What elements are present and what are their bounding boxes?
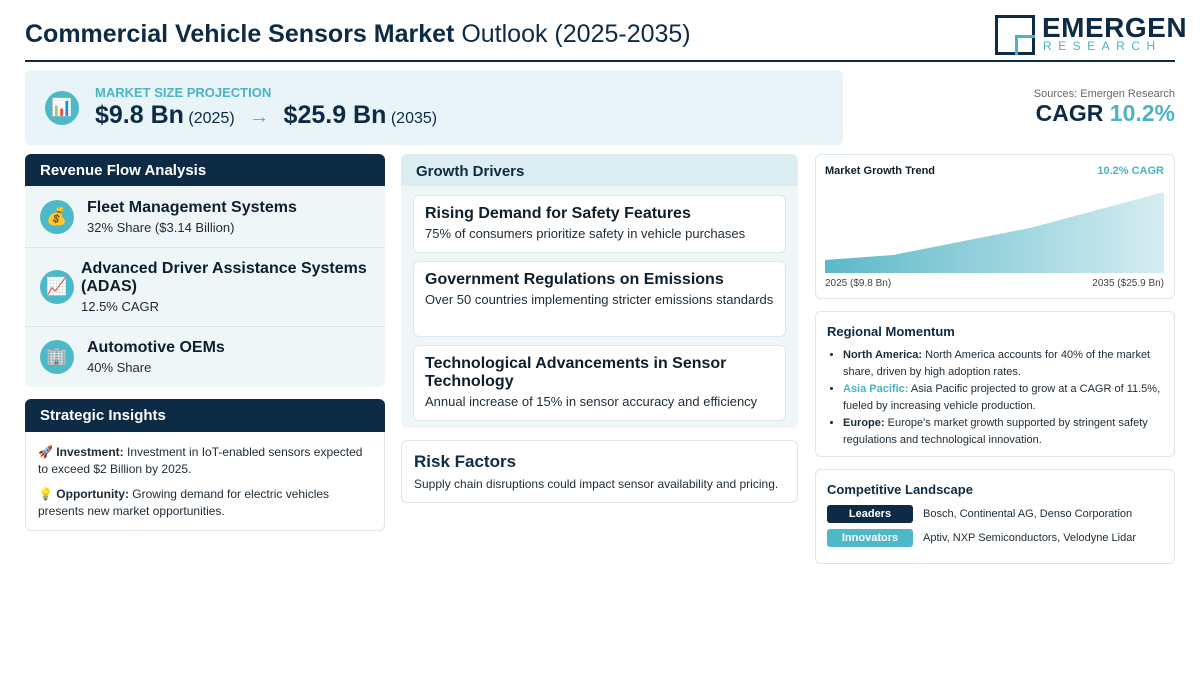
region-item: North America: North America accounts fo…	[843, 347, 1168, 381]
title-rest: Outlook (2025-2035)	[461, 20, 691, 48]
companies: Aptiv, NXP Semiconductors, Velodyne Lida…	[923, 532, 1136, 544]
trend-start: 2025 ($9.8 Bn)	[825, 278, 892, 289]
item-text: Advanced Driver Assistance Systems (ADAS…	[81, 260, 381, 314]
logo-accent	[1015, 35, 1035, 55]
cagr-value: 10.2%	[1109, 100, 1175, 126]
competitive-title: Competitive Landscape	[827, 482, 973, 497]
logo-name: EMERGEN	[1042, 12, 1188, 43]
item-icon: 💰	[40, 200, 74, 234]
revenue-item: 💰 Fleet Management Systems 32% Share ($3.…	[25, 186, 385, 248]
insight: 🚀 Investment: Investment in IoT-enabled …	[38, 444, 373, 478]
regional-panel: Regional Momentum North America: North A…	[815, 311, 1175, 457]
title-bold: Commercial Vehicle Sensors Market	[25, 20, 455, 48]
item-name: Automotive OEMs	[87, 339, 225, 356]
end-value: $25.9 Bn	[283, 101, 387, 129]
logo-mark	[995, 15, 1035, 55]
header-rule	[25, 60, 1175, 62]
region-item: Asia Pacific: Asia Pacific projected to …	[843, 381, 1168, 415]
arrow: →	[249, 106, 270, 128]
revenue-item: 📈 Advanced Driver Assistance Systems (AD…	[25, 248, 385, 327]
trend-title: Market Growth Trend	[825, 165, 936, 177]
region-text: North America accounts for 40% of the ma…	[843, 349, 1151, 378]
cagr-label: CAGR	[1035, 100, 1104, 126]
item-detail: 32% Share ($3.14 Billion)	[87, 220, 235, 235]
revenue-flow-panel: Revenue Flow Analysis 💰 Fleet Management…	[25, 154, 385, 387]
insight-icon: 💡	[38, 487, 53, 501]
driver-title: Technological Advancements in Sensor Tec…	[425, 355, 727, 390]
driver-text: 75% of consumers prioritize safety in ve…	[425, 226, 746, 241]
tag: Leaders	[827, 505, 913, 523]
regional-list: North America: North America accounts fo…	[828, 347, 1168, 449]
source: Sources: Emergen Research	[1033, 88, 1175, 100]
drivers-panel: Growth Drivers Rising Demand for Safety …	[401, 154, 798, 428]
competitive-row: Innovators Aptiv, NXP Semiconductors, Vel…	[827, 529, 1136, 547]
area-shape	[825, 192, 1164, 273]
companies: Bosch, Continental AG, Denso Corporation	[923, 508, 1133, 520]
drivers-title: Growth Drivers	[416, 163, 525, 180]
item-icon: 📈	[40, 270, 74, 304]
item-text: Automotive OEMs 40% Share	[87, 339, 225, 375]
start-value: $9.8 Bn	[95, 101, 184, 129]
risk-text: Supply chain disruptions could impact se…	[414, 477, 779, 491]
region-name: Asia Pacific:	[843, 383, 909, 395]
insight-text: Investment in IoT-enabled sensors expect…	[38, 445, 363, 476]
region-item: Europe: Europe's market growth supported…	[843, 415, 1168, 449]
regional-title: Regional Momentum	[827, 324, 955, 339]
driver-card: Technological Advancements in Sensor Tec…	[413, 345, 786, 421]
revenue-flow-title: Revenue Flow Analysis	[25, 154, 385, 186]
insights-title: Strategic Insights	[25, 399, 385, 432]
competitive-row: Leaders Bosch, Continental AG, Denso Corp…	[827, 505, 1132, 523]
item-text: Fleet Management Systems 32% Share ($3.14…	[87, 199, 297, 235]
item-name: Advanced Driver Assistance Systems (ADAS…	[81, 260, 367, 295]
item-detail: 40% Share	[87, 360, 152, 375]
item-icon: 🏢	[40, 340, 74, 374]
trend-panel: Market Growth Trend 10.2% CAGR 2025 ($9.…	[815, 154, 1175, 299]
insight-text: Growing demand for electric vehicles pre…	[38, 487, 330, 518]
item-name: Fleet Management Systems	[87, 199, 297, 216]
driver-text: Over 50 countries implementing stricter …	[425, 292, 774, 307]
page-title: Commercial Vehicle Sensors Market Outloo…	[25, 20, 691, 49]
region-name: Europe:	[843, 417, 885, 429]
trend-area	[825, 192, 1164, 273]
logo-sub: RESEARCH	[1043, 39, 1162, 53]
end-year: (2035)	[390, 110, 438, 127]
start-year: (2025)	[188, 110, 235, 127]
tag: Innovators	[827, 529, 913, 547]
driver-title: Rising Demand for Safety Features	[425, 205, 691, 222]
projection-values: $9.8 Bn (2025) → $25.9 Bn (2035)	[95, 101, 437, 130]
projection-icon: 📊	[45, 91, 79, 125]
insight-icon: 🚀	[38, 445, 53, 459]
revenue-item: 🏢 Automotive OEMs 40% Share	[25, 327, 385, 387]
trend-badge: 10.2% CAGR	[1097, 165, 1164, 177]
competitive-panel: Competitive Landscape Leaders Bosch, Cont…	[815, 469, 1175, 564]
insight: 💡 Opportunity: Growing demand for electr…	[38, 486, 373, 520]
driver-card: Rising Demand for Safety Features 75% of …	[413, 195, 786, 253]
projection-box: 📊 MARKET SIZE PROJECTION $9.8 Bn (2025) …	[25, 70, 843, 145]
item-detail: 12.5% CAGR	[81, 299, 160, 314]
driver-title: Government Regulations on Emissions	[425, 271, 724, 288]
trend-end: 2035 ($25.9 Bn)	[1092, 278, 1164, 289]
insight-label: Investment:	[56, 445, 124, 459]
region-text: Asia Pacific projected to grow at a CAGR…	[843, 383, 1161, 412]
region-name: North America:	[843, 349, 923, 361]
risk-panel: Risk Factors Supply chain disruptions co…	[401, 440, 798, 503]
insights-panel: Strategic Insights 🚀 Investment: Investm…	[25, 399, 385, 531]
region-text: Europe's market growth supported by stri…	[843, 417, 1148, 446]
insight-label: Opportunity:	[56, 487, 129, 501]
cagr: CAGR 10.2%	[1036, 100, 1175, 127]
projection-label: MARKET SIZE PROJECTION	[95, 85, 272, 100]
risk-title: Risk Factors	[414, 452, 517, 471]
driver-text: Annual increase of 15% in sensor accurac…	[425, 394, 758, 409]
driver-card: Government Regulations on Emissions Over …	[413, 261, 786, 337]
